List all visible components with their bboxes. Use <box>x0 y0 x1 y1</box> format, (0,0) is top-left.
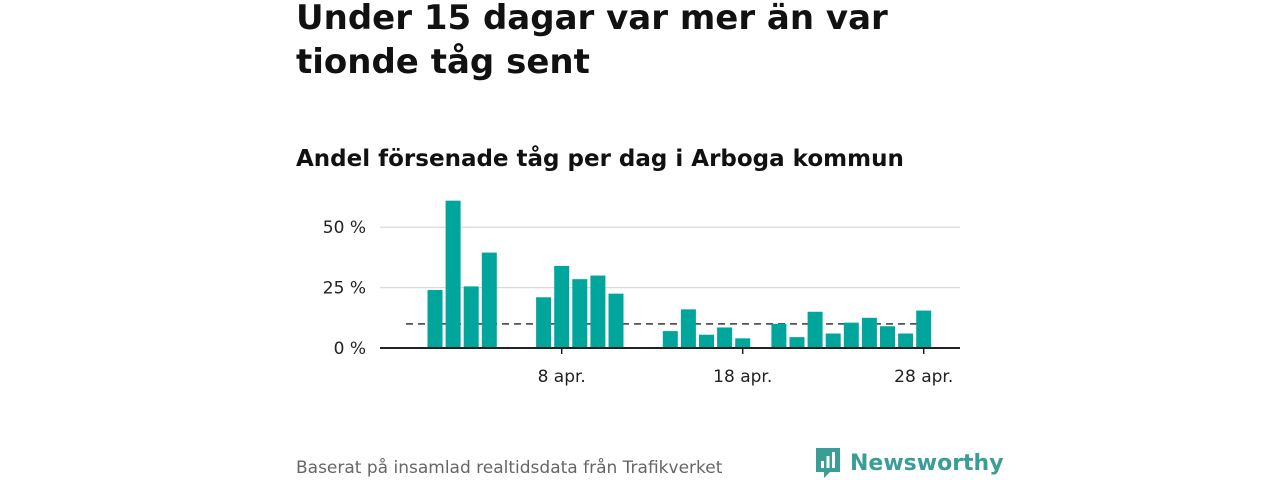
bar <box>445 200 461 348</box>
x-tick-label: 28 apr. <box>894 367 953 387</box>
newsworthy-bar-icon <box>816 448 840 478</box>
bar <box>861 317 877 348</box>
bar <box>554 265 570 348</box>
y-tick-label: 0 % <box>334 339 366 359</box>
chart-subtitle: Andel försenade tåg per dag i Arboga kom… <box>296 146 904 172</box>
bar <box>843 322 859 348</box>
bar <box>771 323 787 348</box>
bar <box>880 326 895 348</box>
bar <box>463 286 479 348</box>
bar <box>789 337 805 348</box>
bar <box>427 290 443 348</box>
bars <box>427 200 932 348</box>
bar <box>481 252 497 348</box>
y-tick-label: 50 % <box>323 218 366 238</box>
bar <box>717 327 733 348</box>
source-note: Baserat på insamlad realtidsdata från Tr… <box>296 458 723 478</box>
bar <box>807 311 823 348</box>
bar <box>662 331 678 348</box>
bar <box>699 334 714 348</box>
bar <box>572 279 588 348</box>
bar <box>735 338 751 348</box>
bar <box>898 333 914 348</box>
bar <box>536 297 552 348</box>
x-tick-label: 18 apr. <box>713 367 772 387</box>
bar-chart: 0 % 25 % 50 % 8 apr. 18 apr. 28 apr. <box>323 200 960 387</box>
newsworthy-logo: Newsworthy <box>814 446 1004 480</box>
x-tick-label: 8 apr. <box>538 367 586 387</box>
gridlines <box>380 226 960 289</box>
bar <box>608 293 624 348</box>
brand-name: Newsworthy <box>850 450 1004 476</box>
bar <box>916 310 932 348</box>
y-tick-label: 25 % <box>323 279 366 299</box>
axes: 0 % 25 % 50 % 8 apr. 18 apr. 28 apr. <box>323 218 960 387</box>
chart-title: Under 15 dagar var mer än var tionde tåg… <box>296 0 888 82</box>
bar <box>680 309 696 348</box>
bar <box>825 333 841 348</box>
bar <box>590 275 606 348</box>
